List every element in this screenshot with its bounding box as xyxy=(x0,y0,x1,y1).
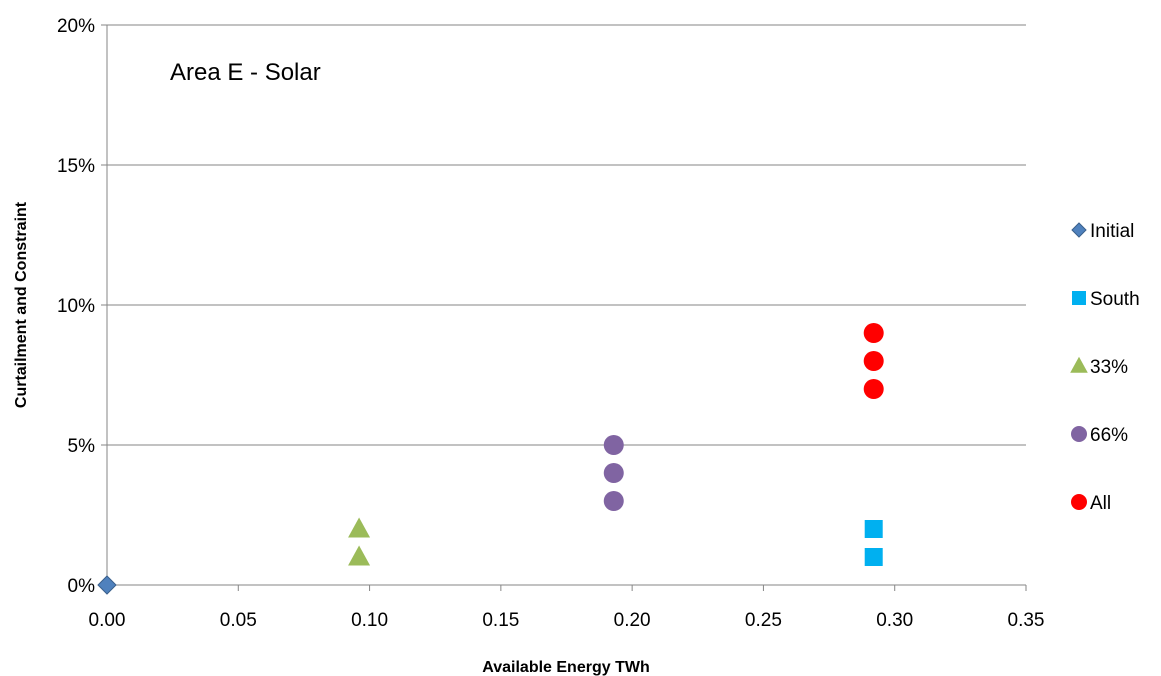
y-tick-label: 15% xyxy=(57,156,95,177)
x-tick-label: 0.25 xyxy=(745,610,782,631)
data-points xyxy=(97,323,884,595)
y-tick-label: 0% xyxy=(68,576,96,597)
chart-annotation: Area E - Solar xyxy=(170,59,321,86)
x-tick-label: 0.10 xyxy=(351,610,388,631)
legend: Initial South 33% 66% All xyxy=(1070,221,1140,514)
y-tick-label: 5% xyxy=(68,436,96,457)
data-point-initial xyxy=(97,575,117,595)
x-axis-title: Available Energy TWh xyxy=(482,659,649,676)
data-point-66 xyxy=(603,491,624,511)
y-tick-labels: 0% 5% 10% 15% 20% xyxy=(57,16,95,597)
legend-marker-south xyxy=(1072,291,1086,305)
data-point-all xyxy=(863,323,884,343)
gridlines xyxy=(107,24,1026,446)
legend-marker-66 xyxy=(1071,426,1087,442)
legend-marker-33 xyxy=(1070,356,1088,373)
legend-label-south: South xyxy=(1090,289,1140,310)
x-tick-label: 0.35 xyxy=(1008,610,1045,631)
legend-marker-all xyxy=(1071,494,1087,510)
legend-label-66: 66% xyxy=(1090,425,1128,446)
data-point-all xyxy=(863,379,884,399)
y-tick-label: 10% xyxy=(57,296,95,317)
data-point-66 xyxy=(603,463,624,483)
legend-label-initial: Initial xyxy=(1090,221,1134,242)
x-tick-label: 0.05 xyxy=(220,610,257,631)
y-tick-label: 20% xyxy=(57,16,95,37)
x-tick-labels: 0.00 0.05 0.10 0.15 0.20 0.25 0.30 0.35 xyxy=(89,610,1045,631)
legend-marker-initial xyxy=(1071,222,1087,238)
axes xyxy=(101,24,1027,591)
data-point-all xyxy=(863,351,884,371)
data-point-south xyxy=(864,520,883,538)
data-point-south xyxy=(864,548,883,566)
x-tick-label: 0.20 xyxy=(614,610,651,631)
data-point-33 xyxy=(348,545,371,566)
x-tick-label: 0.30 xyxy=(876,610,913,631)
x-tick-label: 0.00 xyxy=(89,610,126,631)
data-point-33 xyxy=(348,517,371,538)
legend-label-33: 33% xyxy=(1090,357,1128,378)
y-axis-title: Curtailment and Constraint xyxy=(13,201,30,408)
x-tick-label: 0.15 xyxy=(482,610,519,631)
legend-label-all: All xyxy=(1090,493,1111,514)
data-point-66 xyxy=(603,435,624,455)
